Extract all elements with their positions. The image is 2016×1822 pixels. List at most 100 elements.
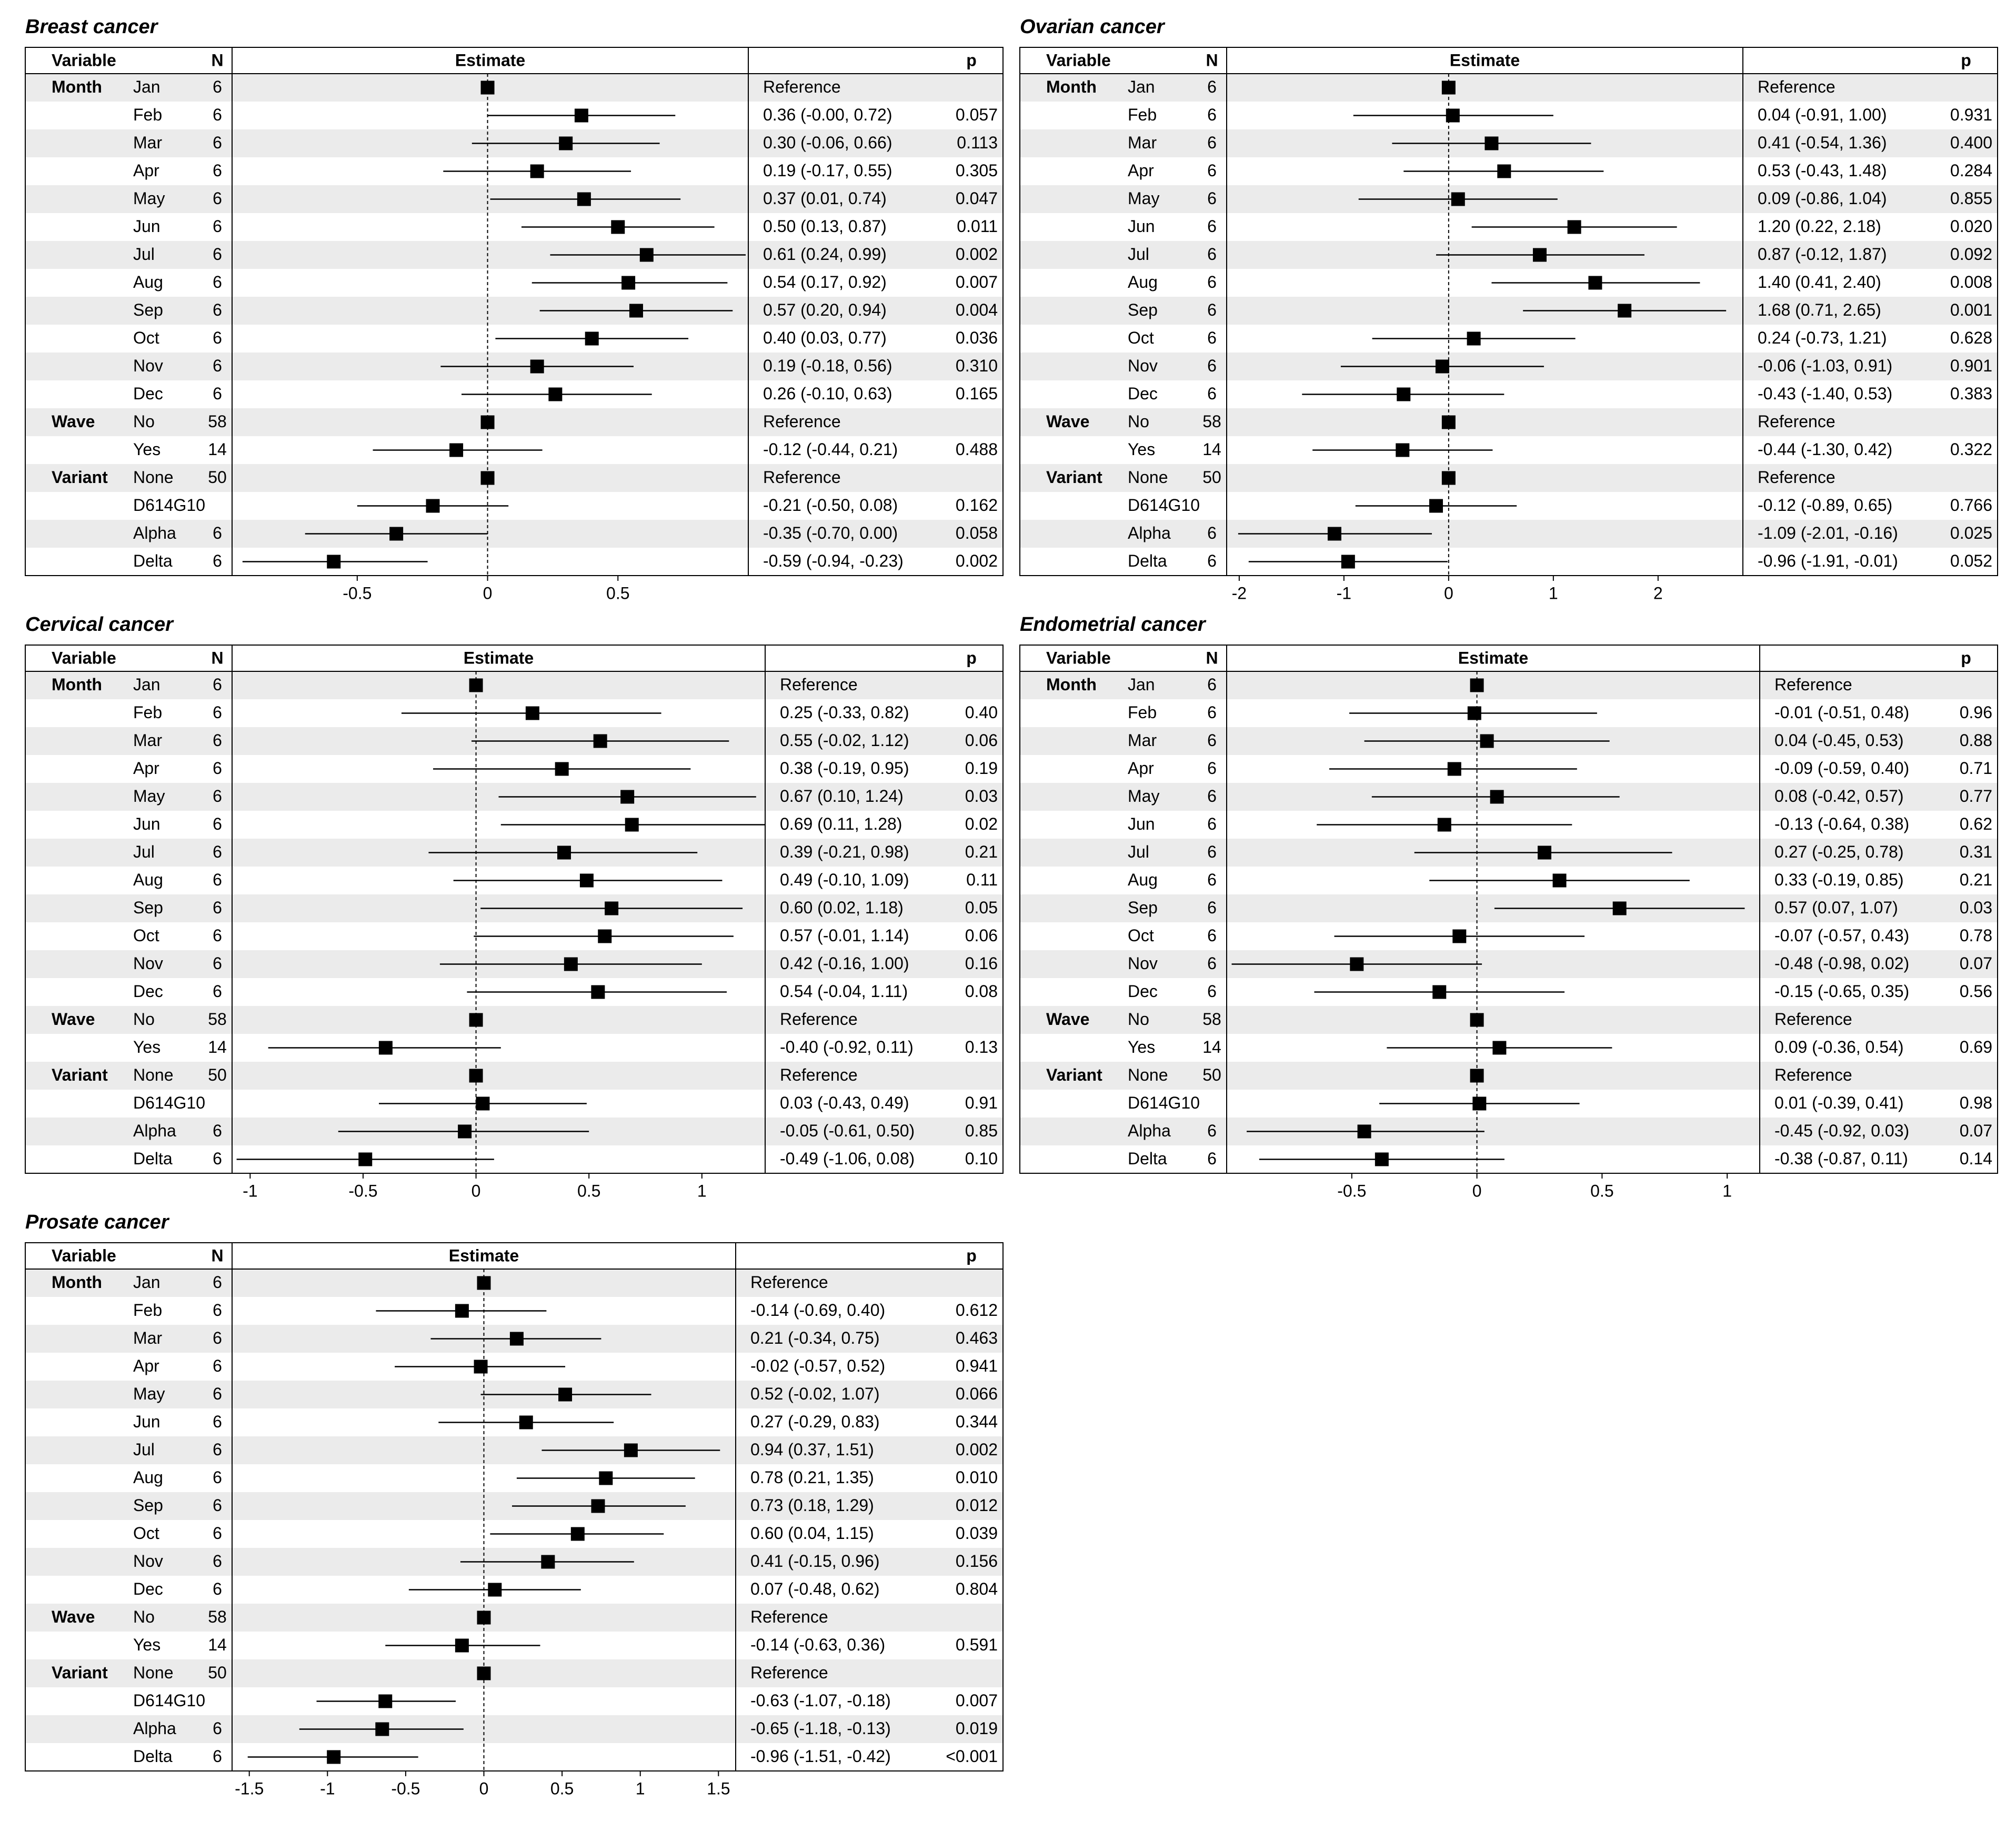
row-p-value: 0.010 bbox=[956, 1468, 998, 1487]
estimate-marker bbox=[1446, 108, 1460, 123]
row-level-label: Nov bbox=[1128, 356, 1158, 375]
row-p-value: 0.03 bbox=[965, 787, 998, 806]
estimate-marker bbox=[620, 790, 635, 804]
row-stripe bbox=[1020, 671, 1998, 699]
estimate-marker bbox=[1470, 1069, 1484, 1083]
panel-title: Ovarian cancer bbox=[1020, 16, 1165, 38]
row-level-label: May bbox=[133, 787, 165, 806]
row-n-label: 6 bbox=[1207, 954, 1217, 973]
row-ci-text: -0.05 (-0.61, 0.50) bbox=[780, 1121, 915, 1140]
row-p-value: 0.002 bbox=[956, 551, 998, 570]
row-n-label: 6 bbox=[1207, 870, 1217, 889]
table-border bbox=[25, 1242, 1004, 1771]
row-n-label: 6 bbox=[1207, 1149, 1217, 1168]
row-p-value: 0.052 bbox=[1950, 551, 1992, 570]
estimate-marker bbox=[1441, 471, 1456, 485]
axis-tick-label: 0.5 bbox=[1590, 1181, 1613, 1200]
row-p-value: 0.16 bbox=[965, 954, 998, 973]
estimate-marker bbox=[509, 1332, 524, 1346]
axis-tick-label: 0.5 bbox=[550, 1779, 574, 1798]
row-p-value: 0.69 bbox=[1960, 1038, 1992, 1056]
row-level-label: Oct bbox=[1128, 328, 1154, 347]
row-level-label: Yes bbox=[133, 1635, 161, 1654]
estimate-marker bbox=[593, 734, 607, 748]
row-n-label: 6 bbox=[213, 133, 222, 152]
row-ci-text: 0.60 (0.04, 1.15) bbox=[750, 1524, 874, 1543]
estimate-marker bbox=[579, 873, 594, 888]
row-ci-text: Reference bbox=[763, 412, 841, 431]
estimate-marker bbox=[375, 1722, 389, 1736]
estimate-marker bbox=[455, 1304, 469, 1318]
header-estimate: Estimate bbox=[464, 648, 534, 667]
row-stripe bbox=[25, 1659, 1003, 1687]
row-n-label: 6 bbox=[213, 524, 222, 542]
row-level-label: Delta bbox=[1128, 551, 1167, 570]
row-n-label: 6 bbox=[1207, 982, 1217, 1001]
estimate-marker bbox=[358, 1152, 373, 1166]
row-stripe bbox=[25, 671, 1003, 699]
row-level-label: Jun bbox=[133, 814, 161, 833]
row-p-value: <0.001 bbox=[946, 1747, 998, 1766]
row-group-label: Wave bbox=[52, 1607, 95, 1626]
estimate-marker bbox=[488, 1583, 502, 1597]
row-level-label: Apr bbox=[133, 759, 159, 778]
row-n-label: 50 bbox=[208, 468, 227, 487]
row-stripe bbox=[1020, 464, 1998, 492]
row-stripe bbox=[25, 1604, 1003, 1632]
row-level-label: Yes bbox=[1128, 440, 1155, 459]
axis-tick-label: -0.5 bbox=[348, 1181, 377, 1200]
row-n-label: 6 bbox=[213, 1328, 222, 1347]
row-p-value: 0.310 bbox=[956, 356, 998, 375]
estimate-marker bbox=[1452, 929, 1467, 943]
row-ci-text: -0.09 (-0.59, 0.40) bbox=[1774, 759, 1909, 778]
row-n-label: 6 bbox=[213, 245, 222, 264]
row-p-value: 0.488 bbox=[956, 440, 998, 459]
row-ci-text: -0.40 (-0.92, 0.11) bbox=[780, 1038, 914, 1056]
row-ci-text: 0.50 (0.13, 0.87) bbox=[763, 217, 887, 236]
estimate-marker bbox=[1350, 957, 1364, 971]
row-n-label: 6 bbox=[213, 328, 222, 347]
row-p-value: 0.066 bbox=[956, 1384, 998, 1403]
row-n-label: 6 bbox=[213, 787, 222, 806]
row-p-value: 0.057 bbox=[956, 105, 998, 124]
row-p-value: 0.156 bbox=[956, 1552, 998, 1571]
row-n-label: 6 bbox=[1207, 133, 1217, 152]
row-ci-text: 0.27 (-0.29, 0.83) bbox=[750, 1412, 879, 1431]
row-p-value: 0.02 bbox=[965, 814, 998, 833]
estimate-marker bbox=[559, 136, 573, 150]
row-n-label: 14 bbox=[208, 440, 227, 459]
row-p-value: 0.78 bbox=[1960, 926, 1992, 945]
row-group-label: Wave bbox=[52, 412, 95, 431]
row-level-label: Nov bbox=[133, 1552, 163, 1571]
estimate-marker bbox=[1327, 527, 1341, 541]
row-n-label: 6 bbox=[213, 161, 222, 180]
estimate-marker bbox=[480, 415, 495, 429]
row-ci-text: 0.57 (0.20, 0.94) bbox=[763, 300, 887, 319]
header-p: p bbox=[966, 51, 977, 69]
row-n-label: 6 bbox=[213, 189, 222, 208]
row-n-label: 6 bbox=[213, 1579, 222, 1598]
row-n-label: 6 bbox=[213, 1496, 222, 1515]
row-level-label: D614G10 bbox=[1128, 496, 1200, 515]
row-level-label: Mar bbox=[133, 731, 162, 750]
row-n-label: 6 bbox=[213, 842, 222, 861]
row-n-label: 6 bbox=[213, 384, 222, 403]
row-n-label: 6 bbox=[1207, 675, 1217, 694]
row-p-value: 0.13 bbox=[965, 1038, 998, 1056]
row-n-label: 6 bbox=[213, 982, 222, 1001]
axis-tick-label: 1.5 bbox=[707, 1779, 730, 1798]
row-n-label: 14 bbox=[1202, 1038, 1221, 1056]
table-border bbox=[1019, 645, 1998, 1174]
row-level-label: Dec bbox=[133, 982, 163, 1001]
row-level-label: Jan bbox=[1128, 77, 1155, 96]
row-level-label: Alpha bbox=[133, 1719, 176, 1738]
row-level-label: Sep bbox=[133, 898, 163, 917]
row-n-label: 6 bbox=[213, 1356, 222, 1375]
row-ci-text: 0.41 (-0.54, 1.36) bbox=[1758, 133, 1887, 152]
row-p-value: 0.08 bbox=[965, 982, 998, 1001]
row-n-label: 6 bbox=[213, 273, 222, 291]
estimate-marker bbox=[585, 331, 599, 346]
row-level-label: No bbox=[133, 412, 155, 431]
row-ci-text: Reference bbox=[1758, 468, 1836, 487]
row-ci-text: -0.48 (-0.98, 0.02) bbox=[1774, 954, 1909, 973]
